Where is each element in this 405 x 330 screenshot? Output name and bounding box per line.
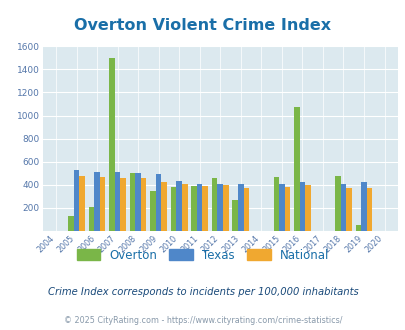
Text: Crime Index corresponds to incidents per 100,000 inhabitants: Crime Index corresponds to incidents per… (47, 287, 358, 297)
Text: © 2025 CityRating.com - https://www.cityrating.com/crime-statistics/: © 2025 CityRating.com - https://www.city… (64, 316, 341, 325)
Bar (299, 182, 305, 231)
Bar (232, 200, 237, 231)
Bar (79, 176, 85, 231)
Bar (273, 177, 278, 231)
Bar (243, 188, 249, 231)
Bar (171, 187, 176, 231)
Bar (345, 188, 351, 231)
Bar (176, 181, 181, 231)
Bar (202, 186, 207, 231)
Bar (115, 172, 120, 231)
Bar (355, 225, 360, 231)
Bar (150, 191, 156, 231)
Bar (156, 174, 161, 231)
Bar (89, 207, 94, 231)
Bar (278, 183, 284, 231)
Bar (366, 188, 371, 231)
Bar (94, 172, 100, 231)
Bar (334, 176, 340, 231)
Bar (293, 108, 299, 231)
Bar (237, 184, 243, 231)
Bar (217, 184, 222, 231)
Bar (141, 179, 146, 231)
Bar (181, 184, 187, 231)
Bar (340, 184, 345, 231)
Bar (130, 173, 135, 231)
Bar (135, 173, 141, 231)
Bar (284, 186, 290, 231)
Bar (120, 178, 126, 231)
Bar (161, 182, 166, 231)
Bar (196, 183, 202, 231)
Bar (222, 185, 228, 231)
Bar (211, 178, 217, 231)
Bar (74, 170, 79, 231)
Text: Overton Violent Crime Index: Overton Violent Crime Index (74, 18, 331, 33)
Bar (305, 185, 310, 231)
Bar (68, 216, 74, 231)
Bar (100, 177, 105, 231)
Bar (109, 58, 115, 231)
Bar (360, 182, 366, 231)
Bar (191, 186, 196, 231)
Legend: Overton, Texas, National: Overton, Texas, National (72, 244, 333, 266)
